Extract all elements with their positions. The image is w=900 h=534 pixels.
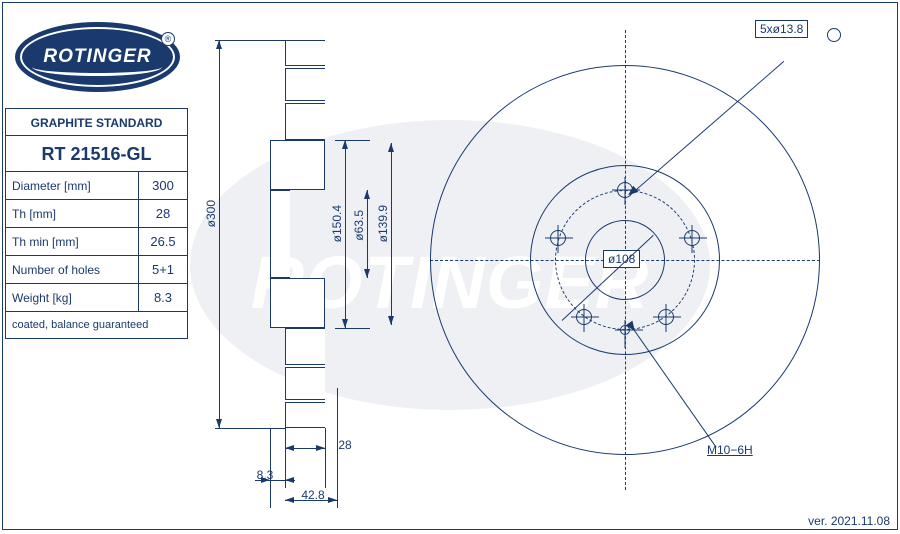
spec-value: 28 bbox=[139, 200, 187, 227]
spec-value: 5+1 bbox=[139, 256, 187, 283]
bolt-hole bbox=[576, 309, 592, 325]
bolt-hole bbox=[658, 309, 674, 325]
dim-d150: ø150.4 bbox=[330, 205, 344, 242]
spec-label: Th [mm] bbox=[6, 200, 139, 227]
dim-d63: ø63.5 bbox=[352, 210, 366, 241]
brand-logo: ROTINGER ® bbox=[10, 10, 185, 100]
spec-value: 300 bbox=[139, 172, 187, 199]
dim-d300: ø300 bbox=[204, 200, 218, 227]
callout-holes: 5xø13.8 bbox=[755, 20, 808, 38]
spec-row: Th [mm]28 bbox=[6, 200, 187, 228]
callout-thread: M10−6H bbox=[703, 442, 757, 458]
part-number: RT 21516-GL bbox=[6, 136, 187, 172]
spec-label: Th min [mm] bbox=[6, 228, 139, 255]
spec-note: coated, balance guaranteed bbox=[6, 312, 187, 338]
spec-row: Number of holes5+1 bbox=[6, 256, 187, 284]
spec-label: Number of holes bbox=[6, 256, 139, 283]
dim-d139: ø139.9 bbox=[376, 205, 390, 242]
spec-value: 8.3 bbox=[139, 284, 187, 311]
spec-label: Weight [kg] bbox=[6, 284, 139, 311]
spec-title: GRAPHITE STANDARD bbox=[6, 108, 187, 136]
spec-value: 26.5 bbox=[139, 228, 187, 255]
dim-w28: 28 bbox=[330, 438, 360, 452]
spec-row: Weight [kg]8.3 bbox=[6, 284, 187, 312]
bolt-hole bbox=[684, 230, 700, 246]
spec-row: Th min [mm]26.5 bbox=[6, 228, 187, 256]
spec-label: Diameter [mm] bbox=[6, 172, 139, 199]
side-profile bbox=[235, 40, 335, 428]
version-label: ver. 2021.11.08 bbox=[808, 514, 890, 528]
technical-drawing: ø300 ø150.4 ø63.5 ø139.9 28 8.3 42.8 5xø… bbox=[195, 0, 900, 530]
spec-table: GRAPHITE STANDARD RT 21516-GL Diameter [… bbox=[5, 108, 188, 339]
dim-w8: 8.3 bbox=[250, 468, 280, 482]
spec-row: Diameter [mm]300 bbox=[6, 172, 187, 200]
dim-w42: 42.8 bbox=[293, 488, 333, 502]
callout-holes-circle bbox=[827, 28, 841, 42]
bolt-hole bbox=[550, 230, 566, 246]
